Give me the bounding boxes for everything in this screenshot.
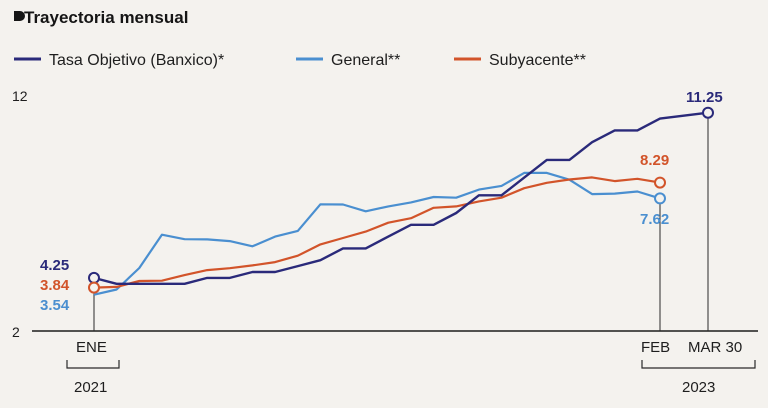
year-bracket-2021: 2021 <box>66 360 120 396</box>
series-line-general <box>93 171 661 296</box>
chart-title-text: Trayectoria mensual <box>24 8 188 27</box>
x-axis-labels: ENE FEB MAR 30 <box>76 339 742 356</box>
legend-label-general: General** <box>331 52 400 69</box>
marker-tasa-start <box>88 271 100 284</box>
marker-tasa-end <box>702 106 714 119</box>
x-tick-feb: FEB <box>641 339 670 356</box>
legend: Tasa Objetivo (Banxico)* General** Subya… <box>14 52 586 69</box>
y-tick-12: 12 <box>12 88 28 104</box>
marker-general-end <box>654 192 666 205</box>
legend-item-subyacente: Subyacente** <box>454 52 586 69</box>
year-bracket-2023: 2023 <box>641 360 756 396</box>
year-label-2023: 2023 <box>682 379 715 396</box>
year-bracket-2021-line <box>66 360 120 369</box>
marker-subyacente-start <box>88 281 100 294</box>
label-tasa-end: 11.25 <box>686 89 723 106</box>
series-line-tasa-objetivo <box>93 111 709 285</box>
marker-subyacente-end <box>654 176 666 189</box>
endpoint-markers <box>88 106 714 294</box>
x-tick-mar-30: MAR 30 <box>688 339 742 356</box>
label-general-start: 3.54 <box>40 297 70 314</box>
endpoint-labels: 4.25 3.84 3.54 11.25 8.29 7.62 <box>40 89 723 314</box>
label-tasa-start: 4.25 <box>40 257 69 274</box>
title-bullet-icon <box>14 11 25 21</box>
year-bracket-2023-line <box>641 360 756 369</box>
legend-item-general: General** <box>296 52 400 69</box>
label-subyacente-start: 3.84 <box>40 277 70 294</box>
chart-title: Trayectoria mensual <box>14 8 188 27</box>
y-tick-2: 2 <box>12 324 20 340</box>
legend-item-tasa-objetivo: Tasa Objetivo (Banxico)* <box>14 52 224 69</box>
legend-label-tasa-objetivo: Tasa Objetivo (Banxico)* <box>49 52 224 69</box>
label-subyacente-end: 8.29 <box>640 152 669 169</box>
label-general-end: 7.62 <box>640 211 669 228</box>
y-axis: 12 2 <box>12 88 28 340</box>
x-tick-ene: ENE <box>76 339 107 356</box>
series-line-subyacente <box>93 176 661 289</box>
legend-label-subyacente: Subyacente** <box>489 52 586 69</box>
year-label-2021: 2021 <box>74 379 107 396</box>
series-lines <box>93 111 709 296</box>
